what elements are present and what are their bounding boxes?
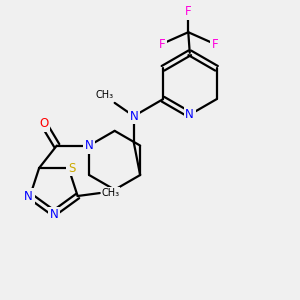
Text: N: N	[50, 208, 58, 221]
Text: N: N	[85, 139, 94, 152]
Text: N: N	[185, 108, 194, 121]
Text: CH₃: CH₃	[101, 188, 119, 198]
Text: N: N	[129, 110, 138, 123]
Text: S: S	[68, 161, 75, 175]
Text: F: F	[185, 5, 192, 18]
Text: F: F	[212, 38, 218, 50]
Text: N: N	[24, 190, 33, 202]
Text: F: F	[158, 38, 165, 50]
Text: CH₃: CH₃	[95, 90, 113, 100]
Text: O: O	[39, 117, 48, 130]
